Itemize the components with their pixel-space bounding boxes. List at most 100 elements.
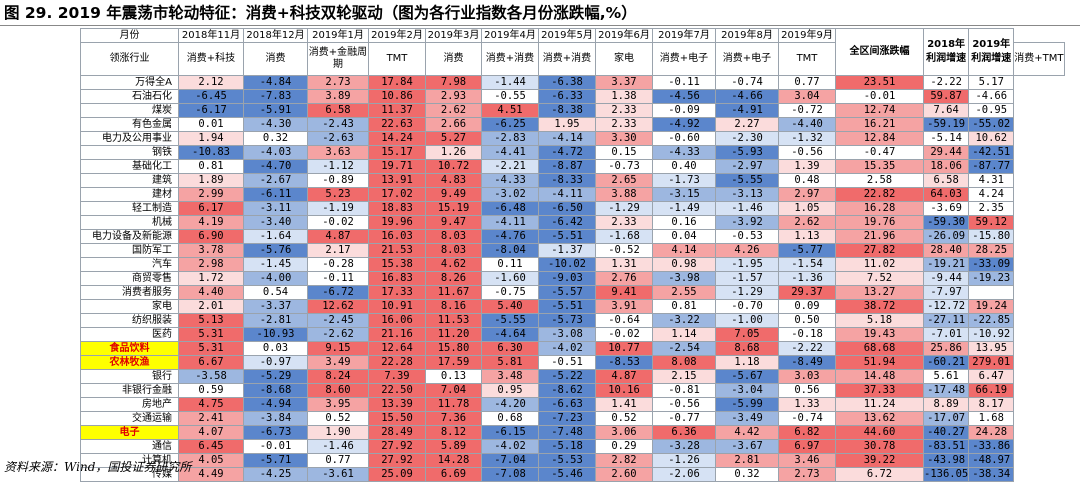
value-cell: -2.54 [652, 341, 716, 356]
value-cell: -5.29 [243, 369, 308, 384]
value-cell: 6.69 [425, 467, 482, 482]
value-cell: 1.14 [652, 327, 716, 342]
value-cell: 11.78 [425, 397, 482, 412]
value-cell: 0.11 [481, 257, 539, 272]
value-cell: -87.77 [968, 159, 1015, 174]
value-cell: -0.18 [778, 327, 836, 342]
value-cell: 15.50 [368, 411, 426, 426]
value-cell: -3.04 [715, 383, 779, 398]
value-cell: 2.35 [968, 201, 1015, 216]
industry-name: 电力设备及新能源 [80, 229, 179, 244]
value-cell: -3.69 [922, 201, 970, 216]
header-leader-label: 领涨行业 [80, 42, 179, 76]
value-cell: -8.33 [538, 173, 596, 188]
value-cell: 30.78 [835, 439, 924, 454]
header-leader-cell: 家电 [595, 42, 653, 76]
value-cell: 1.18 [715, 355, 779, 370]
value-cell: -3.61 [307, 467, 369, 482]
value-cell: -33.09 [968, 257, 1015, 272]
table-row: 传媒 4.49 -4.25 -3.61 25.09 6.69 -7.08 -5.46 2.60-… [80, 467, 1065, 482]
value-cell: -4.66 [968, 89, 1015, 104]
header-month-cell: 2019年8月 [715, 28, 779, 43]
value-cell: 2.58 [835, 173, 924, 188]
value-cell: 4.83 [425, 173, 482, 188]
value-cell: 1.26 [425, 145, 482, 160]
value-cell: -5.67 [715, 369, 779, 384]
value-cell: -22.85 [968, 313, 1015, 328]
value-cell: 27.92 [368, 439, 426, 454]
value-cell: -48.97 [968, 453, 1015, 468]
value-cell: -2.63 [307, 131, 369, 146]
value-cell: -1.12 [307, 159, 369, 174]
value-cell: 9.15 [307, 341, 369, 356]
value-cell: 9.47 [425, 215, 482, 230]
value-cell: -6.48 [481, 201, 539, 216]
value-cell: 0.04 [652, 229, 716, 244]
value-cell: -0.02 [307, 215, 369, 230]
value-cell [968, 285, 1015, 300]
value-cell: -5.51 [538, 229, 596, 244]
value-cell: -6.15 [481, 425, 539, 440]
value-cell: -2.21 [481, 159, 539, 174]
value-cell: 64.03 [922, 187, 970, 202]
value-cell: -4.94 [243, 397, 308, 412]
header-month-cell: 2019年5月 [538, 28, 596, 43]
value-cell: 14.28 [425, 453, 482, 468]
value-cell: 28.25 [968, 243, 1015, 258]
value-cell: -4.56 [652, 89, 716, 104]
value-cell: -136.05 [922, 467, 970, 482]
industry-name: 房地产 [80, 397, 179, 412]
value-cell: 5.18 [835, 313, 924, 328]
value-cell: -7.83 [243, 89, 308, 104]
value-cell: -3.84 [243, 411, 308, 426]
value-cell: 4.19 [178, 215, 244, 230]
value-cell: -0.64 [595, 313, 653, 328]
value-cell: -38.34 [968, 467, 1015, 482]
value-cell: -1.45 [243, 257, 308, 272]
value-cell: 2.82 [595, 453, 653, 468]
value-cell: 22.28 [368, 355, 426, 370]
value-cell: -0.09 [652, 103, 716, 118]
value-cell: -7.01 [922, 327, 970, 342]
value-cell: -5.77 [778, 243, 836, 258]
value-cell: -43.98 [922, 453, 970, 468]
value-cell: 2.76 [595, 271, 653, 286]
value-cell: -4.91 [715, 103, 779, 118]
value-cell: 3.88 [595, 187, 653, 202]
value-cell: -6.72 [307, 285, 369, 300]
value-cell: -4.41 [481, 145, 539, 160]
value-cell: 2.62 [425, 103, 482, 118]
industry-name: 医药 [80, 327, 179, 342]
value-cell: 0.52 [307, 411, 369, 426]
page-title: 图 29. 2019 年震荡市轮动特征：消费+科技双轮驱动（图为各行业指数各月份… [4, 4, 637, 22]
value-cell: -0.56 [778, 145, 836, 160]
header-month-cell: 2019年2月 [368, 28, 426, 43]
value-cell: 5.40 [481, 299, 539, 314]
value-cell: -59.30 [922, 215, 970, 230]
value-cell: 2.97 [778, 187, 836, 202]
value-cell: 22.50 [368, 383, 426, 398]
industry-name: 通信 [80, 439, 179, 454]
industry-name: 建材 [80, 187, 179, 202]
value-cell: 0.09 [778, 299, 836, 314]
value-cell: 17.33 [368, 285, 426, 300]
value-cell: -0.11 [307, 271, 369, 286]
value-cell: 4.87 [595, 369, 653, 384]
header-leader-cell: 消费+电子 [652, 42, 716, 76]
value-cell: 14.24 [368, 131, 426, 146]
table-row: 农林牧渔 6.67 -0.97 3.49 22.28 17.59 5.81 -0.51 -8.5… [80, 355, 1065, 370]
industry-name: 银行 [80, 369, 179, 384]
industry-name: 煤炭 [80, 103, 179, 118]
value-cell: -1.46 [307, 439, 369, 454]
value-cell: 0.59 [178, 383, 244, 398]
value-cell: 15.19 [425, 201, 482, 216]
value-cell: -3.92 [715, 215, 779, 230]
value-cell: -0.97 [243, 355, 308, 370]
value-cell: -19.21 [922, 257, 970, 272]
value-cell: -6.25 [481, 117, 539, 132]
value-cell: 2.27 [715, 117, 779, 132]
value-cell: 28.49 [368, 425, 426, 440]
value-cell: 1.90 [307, 425, 369, 440]
value-cell: 5.61 [922, 369, 970, 384]
value-cell: -4.02 [481, 439, 539, 454]
